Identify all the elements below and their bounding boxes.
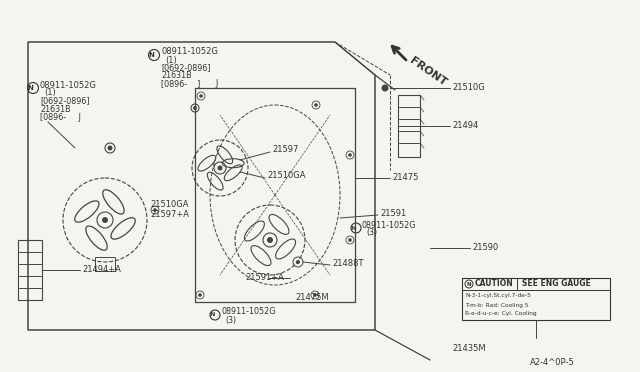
- Text: [0692-0896]: [0692-0896]: [40, 96, 90, 106]
- Text: [0896-     J: [0896- J: [40, 112, 81, 122]
- Circle shape: [102, 217, 108, 223]
- Text: 21488T: 21488T: [332, 259, 364, 267]
- Text: N: N: [148, 52, 154, 58]
- Text: 21510G: 21510G: [452, 83, 484, 93]
- Bar: [462, 278, 610, 320]
- Circle shape: [348, 238, 352, 242]
- Text: 08911-1052G: 08911-1052G: [40, 80, 97, 90]
- Bar: [398, 95, 420, 157]
- Text: 21590: 21590: [472, 244, 499, 253]
- Text: [0896-    ]: [0896- ]: [161, 80, 200, 89]
- Circle shape: [313, 293, 317, 297]
- Text: N: N: [350, 225, 356, 231]
- Text: 21631B: 21631B: [40, 105, 70, 113]
- Text: T-m-b: Rad: Cooling 5: T-m-b: Rad: Cooling 5: [465, 304, 529, 308]
- Text: 21435M: 21435M: [452, 344, 486, 353]
- Text: 21591+A: 21591+A: [245, 273, 284, 282]
- Text: 21631B: 21631B: [161, 71, 191, 80]
- Text: 21494: 21494: [452, 122, 478, 131]
- Circle shape: [193, 106, 197, 110]
- Circle shape: [314, 103, 318, 107]
- Bar: [18, 240, 42, 300]
- Text: 21591: 21591: [380, 208, 406, 218]
- Text: CAUTION: CAUTION: [475, 279, 514, 289]
- Text: SEE ENG GAUGE: SEE ENG GAUGE: [522, 279, 591, 289]
- Text: N-3-1-cyl.St.cyl.7-de-5: N-3-1-cyl.St.cyl.7-de-5: [465, 294, 531, 298]
- Circle shape: [153, 208, 157, 212]
- Text: 21510GA: 21510GA: [150, 200, 189, 209]
- Text: N: N: [209, 312, 214, 317]
- Text: 21510GA: 21510GA: [267, 170, 305, 180]
- Text: (3): (3): [366, 228, 377, 237]
- Text: (1): (1): [165, 55, 177, 64]
- Text: 08911-1052G: 08911-1052G: [362, 221, 417, 230]
- Circle shape: [296, 260, 300, 264]
- Text: (1): (1): [44, 89, 56, 97]
- Text: 21475: 21475: [392, 173, 419, 183]
- Text: A2-4^0P-5: A2-4^0P-5: [530, 358, 575, 367]
- Text: 08911-1052G: 08911-1052G: [161, 48, 218, 57]
- Text: N: N: [467, 282, 471, 286]
- Circle shape: [267, 237, 273, 243]
- Text: J: J: [215, 80, 217, 89]
- Text: 21597+A: 21597+A: [150, 210, 189, 219]
- Bar: [95, 257, 115, 271]
- Text: 21475M: 21475M: [295, 294, 328, 302]
- Circle shape: [198, 293, 202, 297]
- Circle shape: [348, 153, 352, 157]
- Circle shape: [218, 166, 223, 170]
- Text: 21597: 21597: [272, 144, 298, 154]
- Text: N: N: [27, 85, 33, 91]
- Text: (3): (3): [225, 315, 236, 324]
- Circle shape: [108, 145, 113, 151]
- Text: R-e-d-u-c-e: Cyl. Cooling: R-e-d-u-c-e: Cyl. Cooling: [465, 311, 536, 317]
- Circle shape: [381, 84, 388, 92]
- Circle shape: [199, 94, 203, 98]
- Text: 21494+A: 21494+A: [82, 266, 121, 275]
- Text: FRONT: FRONT: [408, 55, 449, 87]
- Text: 08911-1052G: 08911-1052G: [221, 308, 275, 317]
- Text: [0692-0896]: [0692-0896]: [161, 64, 211, 73]
